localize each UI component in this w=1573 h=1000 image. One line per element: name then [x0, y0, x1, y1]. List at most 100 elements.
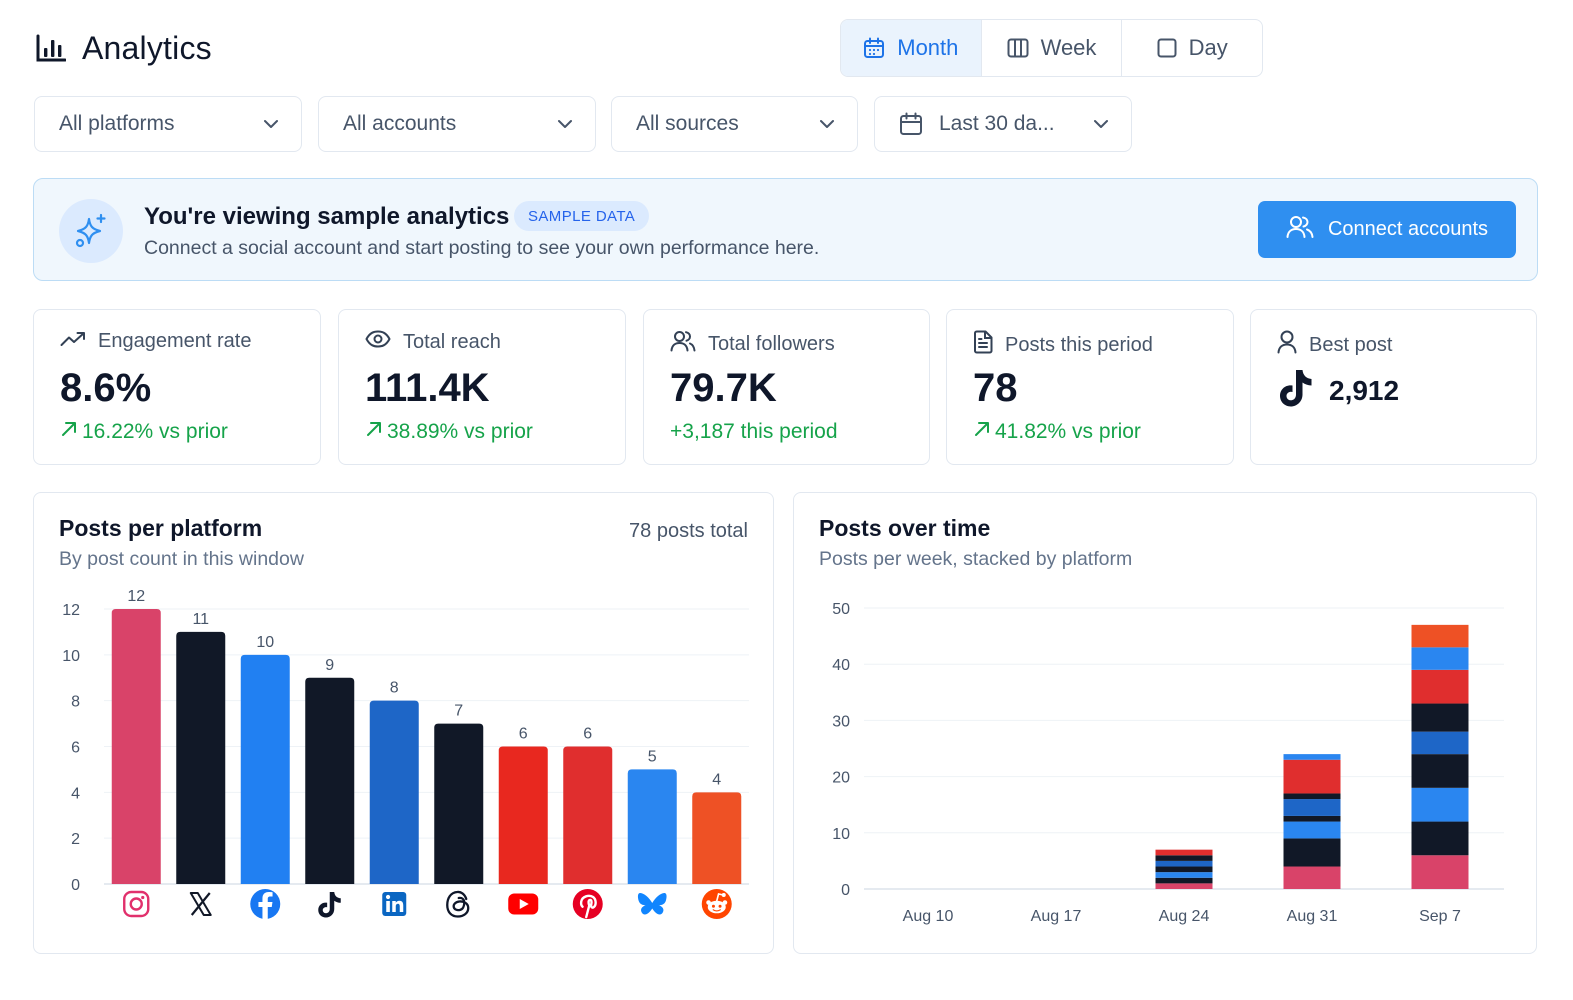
stack-segment	[1411, 754, 1469, 788]
sample-data-banner: You're viewing sample analytics SAMPLE D…	[33, 178, 1538, 281]
square-icon	[1157, 38, 1177, 58]
date-range-dropdown[interactable]: Last 30 da...	[874, 96, 1132, 152]
bar	[692, 792, 742, 884]
view-month-label: Month	[897, 35, 959, 60]
users-icon	[1286, 215, 1314, 245]
x-tick-label: Aug 24	[1159, 908, 1210, 925]
panel-title: Posts per platform	[59, 515, 263, 541]
date-range-dropdown-label: Last 30 da...	[939, 112, 1055, 135]
stack-segment	[1155, 849, 1213, 856]
stack-segment	[1411, 821, 1469, 856]
stat-card-followers: Total followers 79.7K +3,187 this period	[643, 309, 930, 465]
data-label: 6	[583, 726, 592, 743]
calendar-icon	[863, 37, 885, 59]
y-tick-label: 10	[62, 648, 80, 665]
stat-card-reach: Total reach 111.4K 38.89% vs prior	[338, 309, 626, 465]
stack-segment	[1283, 799, 1341, 816]
stack-segment	[1155, 872, 1213, 878]
bar	[176, 631, 226, 884]
linkedin-icon	[382, 892, 407, 916]
youtube-icon	[508, 893, 539, 915]
bar	[627, 769, 677, 884]
y-tick-label: 4	[71, 785, 80, 802]
page-title: Analytics	[82, 29, 212, 66]
stack-segment	[1283, 866, 1341, 889]
stack-segment	[1283, 838, 1341, 867]
y-tick-label: 0	[841, 882, 850, 899]
stack-segment	[1411, 787, 1469, 822]
bar	[563, 746, 613, 884]
stat-value: 79.7K	[670, 366, 777, 410]
stack-segment	[1411, 647, 1469, 670]
data-label: 5	[648, 748, 657, 765]
eye-icon	[365, 330, 391, 354]
reddit-icon	[701, 889, 732, 919]
stack-segment	[1155, 877, 1213, 884]
banner-title: You're viewing sample analytics	[144, 203, 510, 230]
stack-segment	[1283, 821, 1341, 839]
sources-dropdown[interactable]: All sources	[611, 96, 858, 152]
stat-card-best-post: Best post 2,912	[1250, 309, 1537, 465]
chevron-down-icon	[819, 119, 835, 129]
connect-accounts-button[interactable]: Connect accounts	[1258, 201, 1516, 258]
stack-segment	[1411, 624, 1469, 648]
y-tick-label: 6	[71, 740, 80, 757]
stack-segment	[1155, 883, 1213, 889]
stat-delta: 38.89% vs prior	[387, 420, 533, 443]
columns-icon	[1007, 38, 1029, 58]
stat-card-engagement: Engagement rate 8.6% 16.22% vs prior	[33, 309, 321, 465]
platforms-dropdown[interactable]: All platforms	[34, 96, 302, 152]
view-day-button[interactable]: Day	[1122, 20, 1262, 76]
stack-segment	[1155, 860, 1213, 867]
view-month-button[interactable]: Month	[841, 20, 982, 76]
stack-segment	[1411, 731, 1469, 755]
stack-segment	[1411, 855, 1469, 889]
bar-chart-icon	[36, 34, 66, 62]
stat-label: Engagement rate	[98, 330, 252, 352]
x-tick-label: Aug 31	[1287, 908, 1338, 925]
stack-segment	[1283, 759, 1341, 794]
x-tick-label: Aug 17	[1031, 908, 1082, 925]
sources-dropdown-label: All sources	[636, 112, 739, 135]
posts-per-platform-chart: 0 2 4 6 8 10 12 12 11 10 9 8 7 6 6 5 4	[62, 588, 749, 919]
facebook-icon	[250, 889, 281, 919]
accounts-dropdown-label: All accounts	[343, 112, 457, 135]
view-week-label: Week	[1040, 35, 1097, 60]
stat-label: Total followers	[708, 332, 835, 355]
instagram-icon	[123, 890, 150, 918]
posts-over-time-panel: 0 10 20 30 40 50 Aug 10 Aug 17 Aug 24 Aug 31 Sep 7…	[793, 492, 1537, 954]
bar	[498, 746, 548, 884]
accounts-dropdown[interactable]: All accounts	[318, 96, 596, 152]
y-tick-label: 2	[71, 831, 80, 848]
y-tick-label: 8	[71, 694, 80, 711]
view-toggle: Month Week Day	[840, 19, 1263, 77]
stack-segment	[1283, 793, 1341, 800]
bar	[369, 700, 419, 884]
view-day-label: Day	[1188, 35, 1228, 60]
platforms-dropdown-label: All platforms	[59, 112, 175, 135]
x-icon	[189, 892, 212, 916]
data-label: 4	[712, 771, 721, 788]
view-week-button[interactable]: Week	[982, 20, 1123, 76]
y-tick-label: 10	[832, 826, 850, 843]
posts-per-platform-panel: 0 2 4 6 8 10 12 12 11 10 9 8 7 6 6 5 4 Posts per platfor…	[33, 492, 774, 954]
chevron-down-icon	[1093, 119, 1109, 129]
tiktok-icon	[1277, 368, 1315, 413]
data-label: 6	[519, 726, 528, 743]
stat-label: Best post	[1309, 333, 1393, 356]
connect-accounts-label: Connect accounts	[1327, 218, 1489, 240]
x-tick-label: Aug 10	[903, 908, 954, 925]
stat-delta: 41.82% vs prior	[995, 420, 1141, 443]
y-tick-label: 40	[832, 657, 850, 674]
x-tick-label: Sep 7	[1419, 908, 1461, 925]
users-icon	[670, 330, 696, 358]
panel-title: Posts over time	[819, 515, 991, 541]
data-label: 11	[192, 611, 209, 628]
stat-card-posts: Posts this period 78 41.82% vs prior	[946, 309, 1234, 465]
y-tick-label: 30	[832, 713, 850, 730]
data-label: 7	[454, 703, 463, 720]
data-label: 12	[127, 588, 145, 605]
page-header: Analytics	[36, 22, 212, 74]
panel-subtitle: Posts per week, stacked by platform	[819, 548, 1133, 570]
banner-subtitle: Connect a social account and start posti…	[144, 237, 820, 259]
